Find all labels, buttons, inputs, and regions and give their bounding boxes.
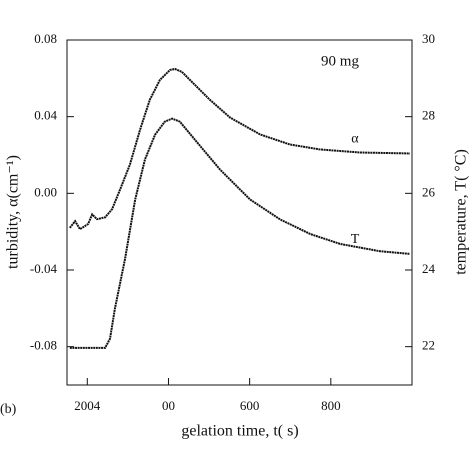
x-tick-label: 800 — [321, 398, 341, 413]
x-tick-label: 2004 — [74, 398, 101, 413]
y-tick-label: 0.08 — [34, 31, 57, 46]
x-tick-label: 00 — [162, 398, 175, 413]
x-axis-label: gelation time, t( s) — [181, 423, 298, 440]
y-tick-label: 0.04 — [34, 108, 57, 123]
y-tick-label: -0.08 — [30, 338, 57, 353]
plot-frame — [66, 39, 413, 386]
line — [69, 117, 411, 349]
series-label: α — [351, 132, 359, 147]
y2-tick-label: 24 — [422, 261, 436, 276]
y-axis-label: turbidity, α(cm⁻¹) — [5, 155, 22, 269]
line — [69, 67, 410, 231]
y2-tick-label: 30 — [422, 31, 435, 46]
y2-axis-label: temperature, T( °C) — [453, 149, 470, 275]
series-label: T — [351, 232, 360, 247]
y2-tick-label: 22 — [422, 338, 435, 353]
x-tick-label: 600 — [240, 398, 260, 413]
y-tick-label: -0.04 — [30, 261, 58, 276]
y2-tick-label: 28 — [422, 108, 435, 123]
y2-tick-label: 26 — [422, 184, 436, 199]
panel-label: (b) — [0, 402, 17, 417]
annotation: 90 mg — [321, 53, 359, 69]
y-tick-label: 0.00 — [34, 184, 57, 199]
